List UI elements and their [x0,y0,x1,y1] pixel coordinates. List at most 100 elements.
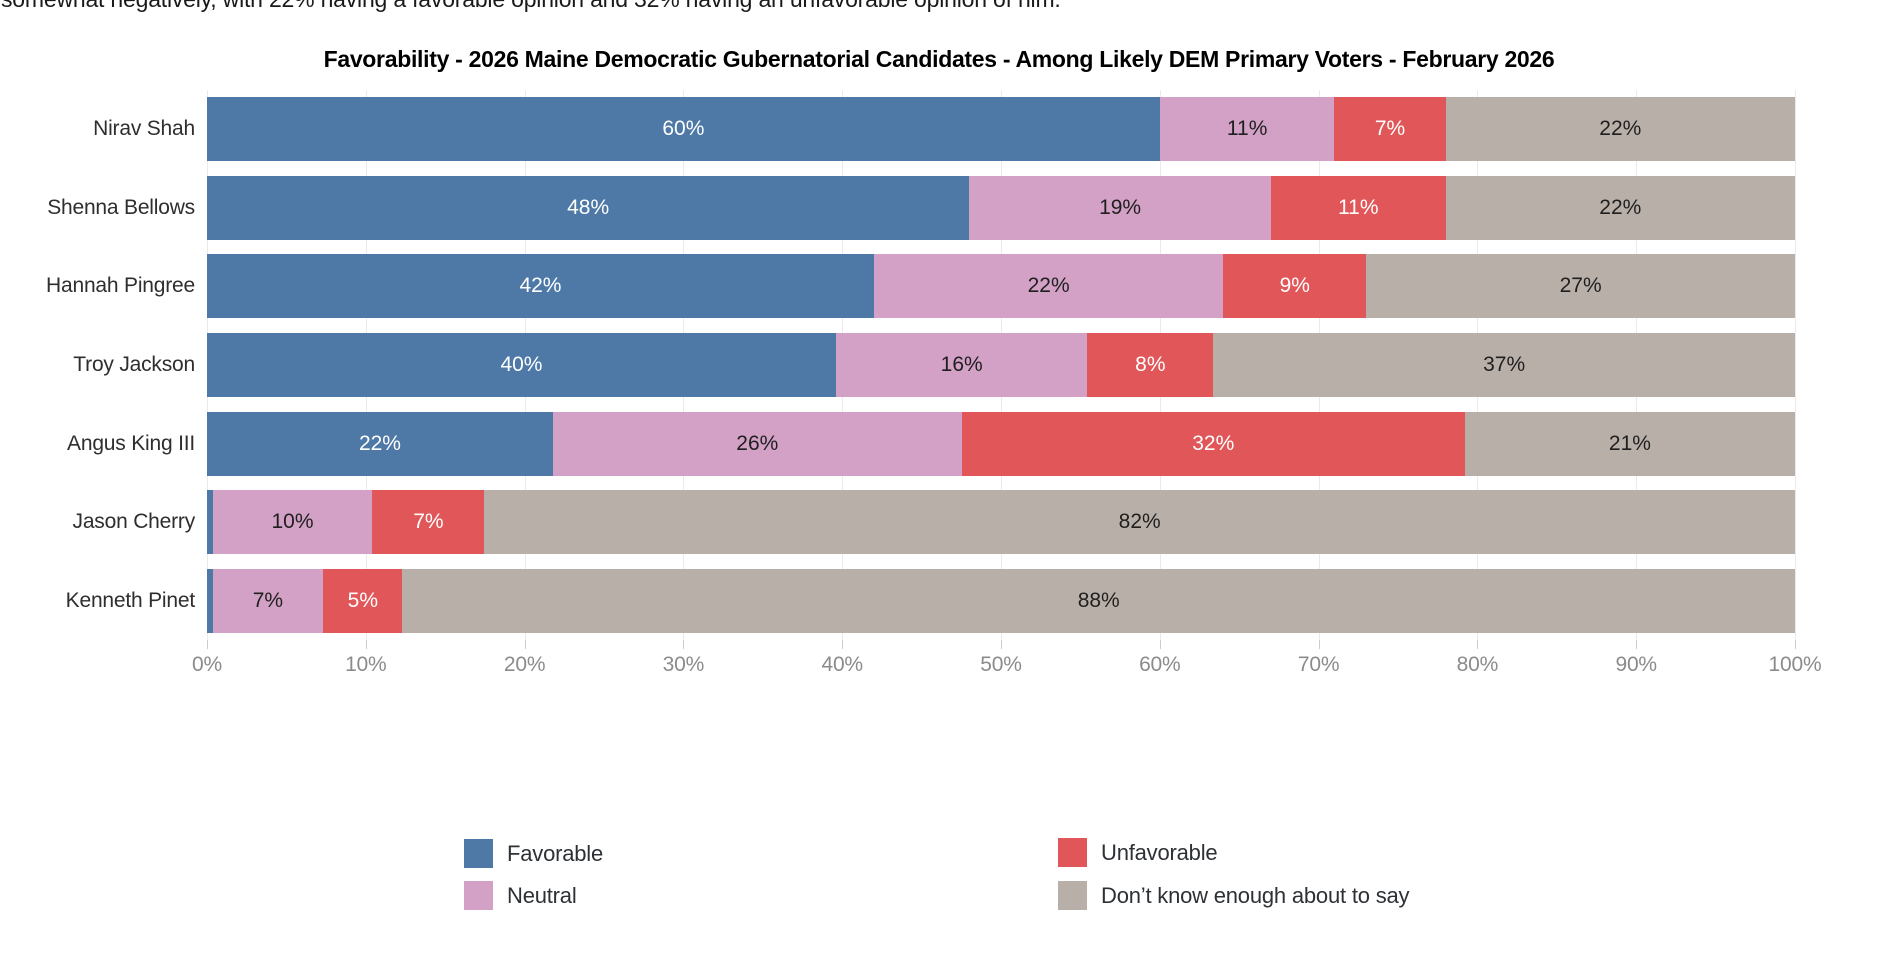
category-label: Shenna Bellows [47,195,195,219]
segment-value-label: 22% [1599,195,1642,219]
bar-segment-neutral: 26% [552,411,962,476]
segment-value-label: 9% [1279,274,1310,298]
segment-value-label: 8% [1135,353,1166,376]
bar-segment-unfavorable: 11% [1270,175,1446,240]
segment-value-label: 21% [1608,431,1651,455]
category-label: Hannah Pingree [46,274,195,298]
bar-segment-don-t-know-enough-about-to-say: 37% [1213,333,1795,397]
axis-tick [842,640,844,649]
bar-segment-favorable: 42% [207,254,874,319]
segment-value-label: 7% [413,510,444,534]
x-axis-tick-label: 40% [821,653,863,676]
bar-segment-favorable: 48% [207,175,970,240]
legend-item-unfavorable: Unfavorable [1058,838,1218,867]
segment-value-label: 26% [736,431,779,455]
legend-label: Don’t know enough about to say [1101,882,1410,908]
axis-tick [1318,640,1320,649]
clipped-paragraph-text: somewhat negatively, with 22% having a f… [1,0,1061,14]
category-label: Kenneth Pinet [65,588,196,612]
segment-value-label: 16% [940,353,983,376]
chart-row: Kenneth Pinet 7% 5% 88% [66,568,1795,633]
legend-swatch-dont-know [1058,881,1087,910]
legend-item-dont-know: Don’t know enough about to say [1058,881,1410,910]
bar-segment-unfavorable: 9% [1223,254,1367,319]
bar-segment-neutral: 19% [969,175,1271,240]
segment-value-label: 82% [1118,510,1161,534]
segment-value-label: 48% [567,195,610,219]
chart-row: Hannah Pingree 42% 22% 9% 27% [46,254,1795,319]
bar-segment-favorable: 40% [207,333,836,397]
segment-value-label: 22% [1599,117,1642,141]
bar-segment-unfavorable: 5% [323,568,403,633]
axis-tick [1477,640,1479,649]
bar-segment-favorable [207,568,213,633]
bar-segment-don-t-know-enough-about-to-say: 27% [1366,254,1795,319]
segment-value-label: 42% [519,274,562,298]
bar-segment-don-t-know-enough-about-to-say: 21% [1464,411,1795,476]
stacked-bar: 7% 5% 88% [207,568,1795,633]
bar-segment-don-t-know-enough-about-to-say: 88% [402,568,1795,633]
legend-swatch-neutral [464,881,493,910]
axis-tick [1636,640,1638,649]
bar-segment-unfavorable: 7% [372,490,485,555]
segment-value-label: 22% [1027,274,1070,298]
bar-segment-don-t-know-enough-about-to-say: 82% [484,490,1795,555]
x-axis-tick-label: 20% [503,653,546,676]
bar-segment-neutral: 10% [212,490,373,555]
segment-value-label: 7% [252,588,284,612]
x-axis-tick-label: 90% [1615,653,1657,676]
segment-value-label: 40% [500,353,543,376]
bar-segment-neutral: 16% [835,333,1088,397]
chart-title: Favorability - 2026 Maine Democratic Gub… [323,46,1555,72]
segment-value-label: 10% [271,510,314,534]
bar-segment-neutral: 7% [212,568,324,633]
stacked-bar: 60% 11% 7% 22% [207,97,1795,162]
bar-segment-don-t-know-enough-about-to-say: 22% [1445,97,1795,162]
segment-value-label: 37% [1483,353,1526,376]
x-axis-tick-label: 30% [662,653,705,676]
x-axis-tick-label: 60% [1139,653,1181,676]
axis-tick [524,640,526,649]
axis-tick [207,640,208,649]
legend-label: Unfavorable [1101,839,1218,865]
bar-segment-favorable [207,490,213,555]
bar-segment-don-t-know-enough-about-to-say: 22% [1445,175,1795,240]
x-axis-tick-label: 10% [345,653,387,676]
segment-value-label: 27% [1559,274,1602,298]
segment-value-label: 88% [1077,588,1120,612]
plot-area: 0% 10% 20% 30% 40% 50% 60% 70% 80% 90% 100% Nirav S… [46,90,1822,676]
category-label: Angus King III [67,431,195,455]
x-axis-tick-label: 0% [192,653,222,676]
legend-swatch-unfavorable [1058,838,1087,867]
segment-value-label: 7% [1374,117,1406,141]
chart-row: Nirav Shah 60% 11% 7% 22% [93,97,1795,162]
segment-value-label: 11% [1338,195,1379,219]
bar-segment-neutral: 11% [1159,97,1335,162]
x-axis-tick-label: 70% [1297,653,1340,676]
chart-row: Troy Jackson 40% 16% 8% 37% [73,333,1795,397]
legend-label: Neutral [507,882,577,908]
category-label: Nirav Shah [93,117,195,141]
segment-value-label: 19% [1099,195,1142,219]
bar-segment-favorable: 22% [207,411,553,476]
bar-segment-unfavorable: 32% [961,411,1465,476]
axis-tick [683,640,685,649]
legend-label: Favorable [507,840,604,866]
chart-row: Angus King III 22% 26% 32% 21% [67,411,1795,476]
axis-tick [365,640,367,649]
category-label: Jason Cherry [72,510,196,534]
segment-value-label: 5% [347,588,379,612]
segment-value-label: 22% [358,431,401,455]
stacked-bar: 22% 26% 32% 21% [207,411,1795,476]
bar-segment-unfavorable: 8% [1087,333,1214,397]
x-axis-tick-label: 80% [1456,653,1499,676]
chart-row: Jason Cherry 10% 7% 82% [73,490,1795,555]
segment-value-label: 11% [1226,117,1268,141]
segment-value-label: 60% [662,117,705,141]
axis-tick [1159,640,1161,649]
legend-item-favorable: Favorable [464,839,603,868]
bar-segment-neutral: 22% [873,254,1224,319]
legend-item-neutral: Neutral [464,881,577,910]
segment-value-label: 32% [1192,431,1235,455]
